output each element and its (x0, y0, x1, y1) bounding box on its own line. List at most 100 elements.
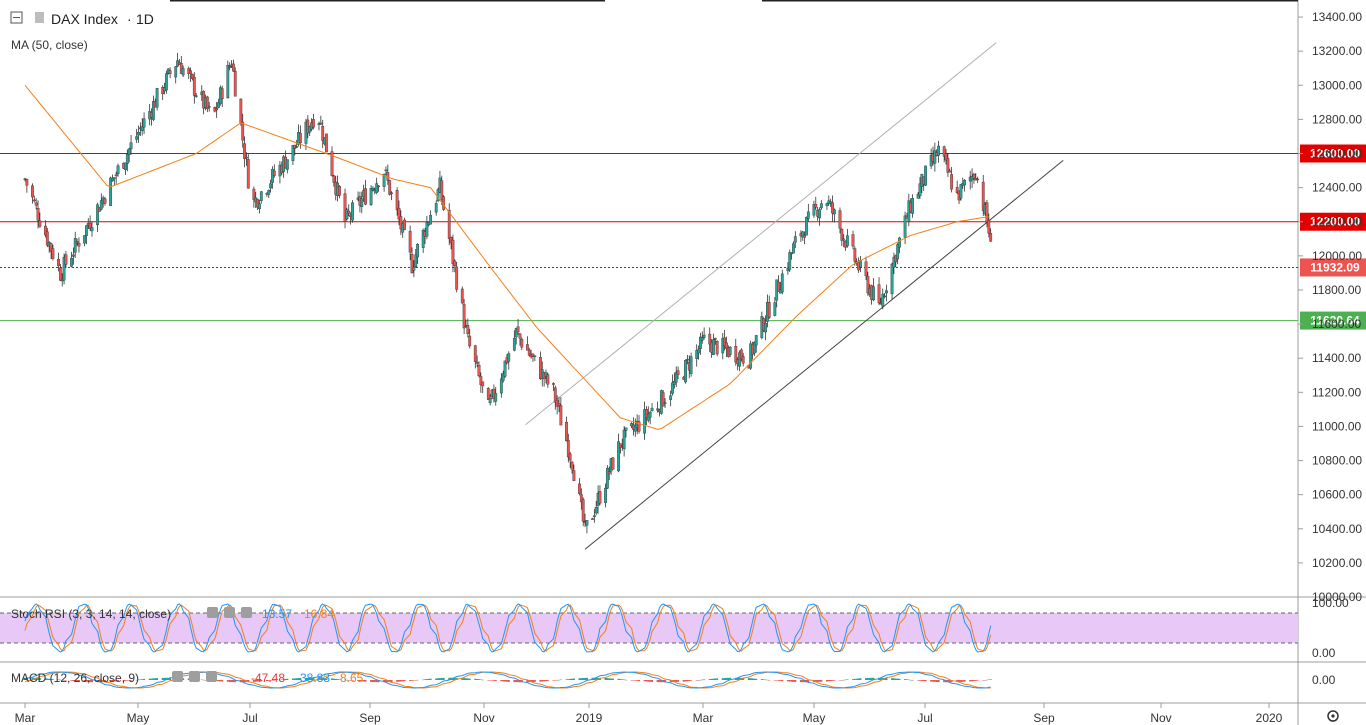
macd-histogram-bar (840, 680, 843, 681)
candle-body (712, 339, 715, 355)
macd-histogram-bar (958, 680, 961, 683)
macd-histogram-bar (872, 677, 875, 680)
macd-histogram-bar (424, 679, 427, 680)
candle-body (351, 202, 354, 221)
candle-body (674, 372, 678, 383)
macd-histogram-bar (90, 680, 93, 683)
candle-body (312, 119, 315, 128)
macd-histogram-bar (974, 680, 977, 681)
candle-body (546, 374, 550, 385)
macd-histogram-bar (278, 679, 281, 681)
candle-body (38, 220, 42, 227)
macd-histogram-bar (918, 680, 921, 681)
settings-icon[interactable] (1327, 710, 1339, 722)
macd-histogram-bar (241, 680, 244, 683)
candle-body (605, 467, 609, 489)
macd-legend-buttons[interactable] (172, 671, 217, 682)
level-badge (1300, 212, 1366, 231)
macd-histogram-bar (464, 678, 467, 680)
macd-histogram-bar (580, 678, 583, 680)
macd-histogram-bar (109, 680, 112, 682)
macd-histogram-bar (946, 680, 949, 683)
candle-body (645, 409, 648, 419)
macd-histogram-bar (126, 680, 129, 681)
macd-histogram-bar (115, 680, 118, 682)
candle-body (831, 202, 834, 214)
candle-body (462, 304, 466, 329)
candle-body (559, 405, 563, 426)
macd-histogram-bar (265, 680, 268, 682)
candle-body (291, 145, 295, 161)
candle-body (708, 333, 712, 345)
candle-body (165, 73, 168, 91)
stoch-label: Stoch RSI (3, 3, 14, 14, close) (11, 607, 171, 621)
macd-histogram-bar (989, 679, 992, 680)
candle-body (507, 353, 511, 362)
macd-histogram-bar (904, 679, 907, 680)
macd-histogram-bar (891, 678, 894, 680)
candle-body (285, 159, 289, 170)
macd-histogram-bar (682, 680, 685, 682)
candle-body (451, 239, 455, 265)
macd-histogram-bar (972, 680, 975, 682)
macd-histogram-bar (677, 680, 680, 682)
macd-histogram-bar (306, 677, 309, 680)
candle-body (713, 337, 717, 340)
y-tick-label: 11000.00 (1312, 419, 1361, 433)
gear-icon[interactable] (224, 607, 235, 618)
candle-body (75, 241, 79, 243)
svg-text:·: · (127, 11, 132, 27)
collapse-icon[interactable] (10, 11, 23, 24)
macd-histogram-bar (64, 680, 67, 681)
x-tick-label: 2020 (1256, 711, 1283, 725)
candle-body (955, 187, 959, 194)
candle-body (594, 507, 598, 514)
macd-histogram-bar (150, 678, 153, 680)
candle-body (124, 162, 127, 171)
macd-histogram-bar (578, 678, 581, 680)
candle-body (207, 106, 211, 108)
axes: 13400.00 13200.00 13000.00 12800.00 12600.00… (15, 10, 1363, 725)
macd-histogram-bar (909, 679, 912, 681)
candle-body (661, 392, 665, 407)
candle-body (345, 209, 349, 220)
candle-body (780, 273, 784, 293)
macd-histogram-bar (684, 680, 687, 682)
candle-body (570, 461, 574, 470)
macd-histogram-bar (323, 678, 326, 680)
macd-histogram-bar (634, 680, 637, 681)
macd-histogram-bar (961, 680, 964, 682)
candle-body (950, 174, 954, 190)
close-icon[interactable] (206, 671, 217, 682)
macd-histogram-bar (857, 678, 860, 680)
candle-body (215, 108, 219, 111)
macd-histogram-bar (474, 678, 477, 680)
candle-body (890, 263, 894, 295)
macd-histogram-bar (879, 677, 882, 680)
macd-histogram-bar (604, 678, 607, 680)
stoch-legend-buttons[interactable] (207, 607, 252, 618)
stoch-legend: Stoch RSI (3, 3, 14, 14, close) 13.57 16… (11, 607, 334, 621)
candle-body (684, 360, 687, 383)
macd-histogram-bar (541, 680, 544, 682)
macd-histogram-bar (933, 680, 936, 682)
close-icon[interactable] (241, 607, 252, 618)
eye-icon[interactable] (207, 607, 218, 618)
macd-histogram-bar (130, 680, 133, 681)
candle-body (598, 491, 602, 504)
symbol-flag-icon (35, 12, 44, 23)
gear-icon[interactable] (189, 671, 200, 682)
candle-body (71, 254, 75, 257)
macd-histogram-bar (89, 680, 92, 683)
macd-hist-value: 8.65 (340, 671, 364, 685)
macd-histogram-bar (217, 680, 220, 682)
candle-body (343, 193, 347, 222)
macd-histogram-bar (779, 680, 782, 681)
trendlines (525, 42, 1064, 550)
candle-body (239, 98, 243, 124)
eye-icon[interactable] (172, 671, 183, 682)
macd-histogram-bar (917, 680, 920, 681)
candle-body (142, 118, 146, 128)
macd-histogram-bar (656, 680, 659, 683)
